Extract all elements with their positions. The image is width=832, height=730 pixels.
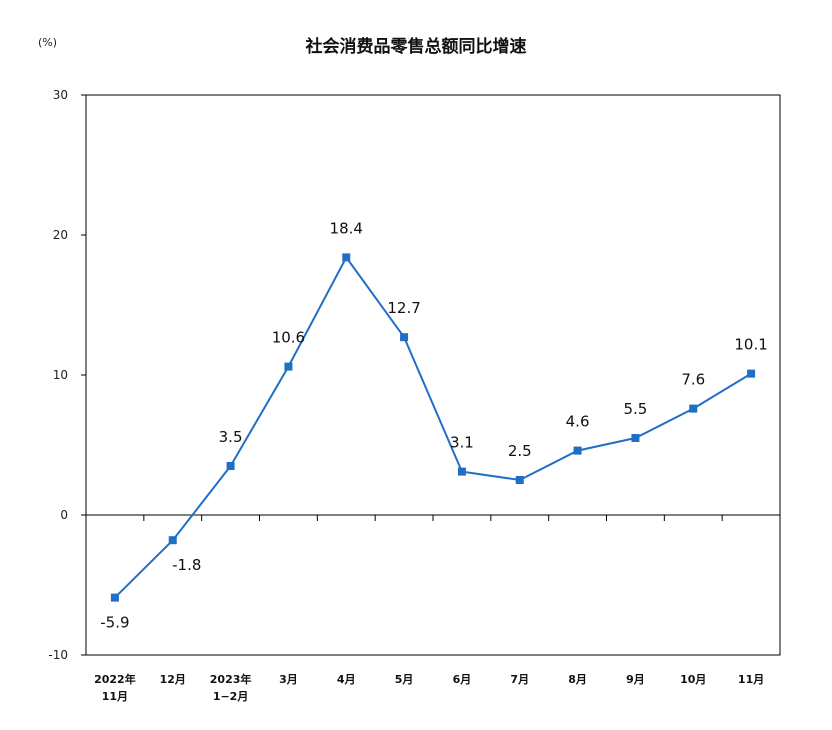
data-label: 7.6	[681, 371, 705, 389]
data-label: -1.8	[172, 556, 201, 574]
data-point-marker	[400, 333, 409, 342]
chart-title: 社会消费品零售总额同比增速	[305, 36, 527, 57]
data-point-marker	[573, 446, 582, 455]
data-point-marker	[747, 369, 756, 378]
y-tick-label: 20	[53, 228, 68, 242]
ticks-layer: -10 0 10 20 30 2022年 11月 12月 2023年 1−2月 3月 4月 5月 6月 7月…	[48, 88, 764, 703]
data-point-marker	[226, 462, 235, 470]
data-label: 2.5	[508, 442, 532, 460]
x-tick-label: 2022年	[94, 672, 136, 686]
x-tick-label: 10月	[680, 673, 706, 686]
data-label: -5.9	[100, 614, 129, 632]
x-tick-label: 12月	[160, 673, 186, 686]
data-point-marker	[515, 476, 524, 484]
x-tick-label: 11月	[102, 690, 128, 703]
data-label: 3.5	[219, 428, 243, 446]
data-point-marker	[110, 593, 119, 602]
series-layer	[110, 253, 756, 602]
x-tick-label: 8月	[568, 673, 587, 686]
labels-layer: -5.9 -1.8 3.5 10.6 18.4 12.7 3.1 2.5 4.6 5.5 7.6 10…	[100, 219, 768, 631]
data-point-marker	[342, 253, 351, 262]
x-tick-label: 6月	[453, 673, 472, 686]
data-label: 5.5	[623, 400, 647, 418]
data-label: 4.6	[566, 413, 590, 431]
x-tick-label: 9月	[626, 673, 645, 686]
y-unit-label: (%)	[38, 36, 57, 49]
data-label: 10.1	[734, 336, 767, 354]
data-point-marker	[457, 467, 466, 476]
data-label: 12.7	[387, 299, 420, 317]
x-tick-label: 1−2月	[213, 690, 249, 703]
x-tick-label: 11月	[738, 673, 764, 686]
x-tick-label: 4月	[337, 673, 356, 686]
x-tick-label: 5月	[395, 673, 414, 686]
data-point-marker	[168, 536, 177, 545]
x-tick-label: 7月	[510, 673, 529, 686]
data-point-marker	[689, 404, 698, 413]
data-label: 18.4	[330, 219, 363, 237]
data-label: 10.6	[272, 329, 305, 347]
data-label: 3.1	[450, 434, 474, 452]
plot-area	[85, 94, 781, 656]
x-tick-label: 2023年	[210, 672, 252, 686]
x-tick-label: 3月	[279, 673, 298, 686]
y-tick-label: -10	[48, 648, 68, 662]
y-tick-label: 30	[53, 88, 68, 102]
series-line	[114, 255, 752, 599]
y-tick-label: 0	[60, 508, 68, 522]
y-tick-label: 10	[53, 368, 68, 382]
data-point-marker	[631, 434, 640, 442]
data-point-marker	[284, 362, 293, 371]
